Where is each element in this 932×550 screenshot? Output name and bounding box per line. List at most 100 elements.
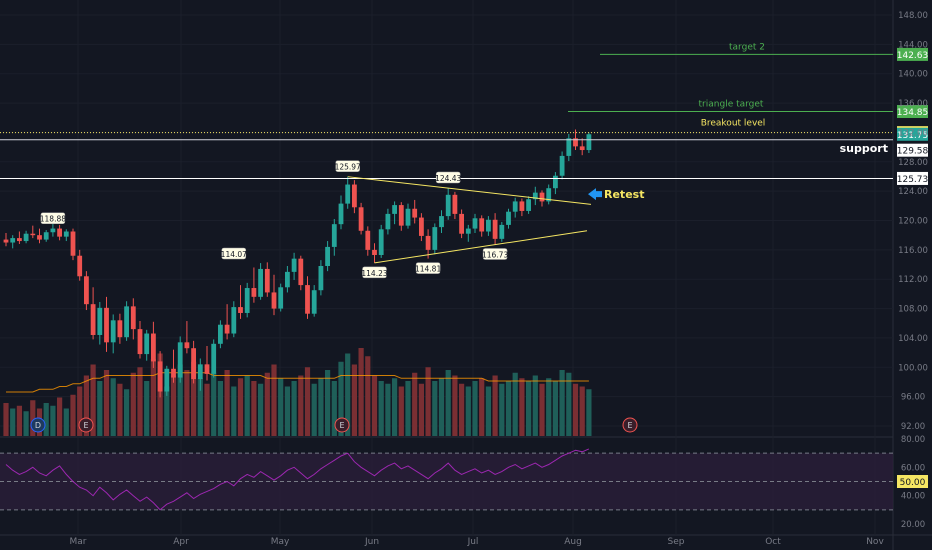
candle-body[interactable] [264, 268, 270, 293]
candle-body[interactable] [479, 218, 485, 232]
candle-body[interactable] [224, 324, 230, 334]
candle-body[interactable] [352, 184, 357, 208]
candle-body[interactable] [519, 201, 525, 211]
rsi-line[interactable] [5, 448, 590, 511]
candle-body[interactable] [345, 184, 351, 204]
candle-body[interactable] [137, 329, 143, 355]
candle-body[interactable] [291, 258, 297, 272]
candle-body[interactable] [398, 205, 404, 226]
candle-body[interactable] [405, 208, 411, 226]
candle-body[interactable] [419, 217, 424, 236]
descending-trendline[interactable] [347, 176, 592, 205]
candle-body[interactable] [164, 368, 170, 392]
candle-body[interactable] [271, 292, 277, 309]
candle-body[interactable] [197, 364, 203, 380]
price-axis[interactable]: 142.63134.85131.97131.75129.58125.73148.… [897, 11, 929, 530]
candle-body[interactable] [177, 342, 183, 378]
candle-body[interactable] [586, 134, 592, 151]
candle-body[interactable] [244, 288, 250, 313]
ascending-trendline[interactable] [374, 230, 588, 264]
candle-body[interactable] [338, 203, 344, 225]
candle-body[interactable] [3, 239, 9, 243]
candle-body[interactable] [17, 238, 22, 242]
candle-body[interactable] [218, 324, 223, 344]
price-candles[interactable] [3, 129, 592, 398]
candle-body[interactable] [130, 306, 136, 330]
time-axis[interactable]: Mar Apr May Jun Jul Aug Sep Oct Nov [70, 537, 885, 547]
candle-body[interactable] [573, 138, 578, 147]
candle-body[interactable] [298, 258, 304, 286]
candle-body[interactable] [211, 343, 217, 374]
candle-body[interactable] [84, 276, 89, 305]
candle-body[interactable] [425, 235, 431, 250]
candle-body[interactable] [526, 199, 531, 211]
candle-body[interactable] [325, 246, 330, 267]
candle-body[interactable] [559, 155, 565, 176]
candle-body[interactable] [378, 229, 384, 255]
candle-body[interactable] [539, 192, 545, 202]
earnings-marker-icon[interactable] [78, 417, 94, 433]
candle-body[interactable] [37, 235, 42, 240]
candle-body[interactable] [372, 249, 377, 255]
candle-body[interactable] [57, 228, 62, 237]
candle-body[interactable] [532, 192, 538, 200]
candle-body[interactable] [70, 231, 76, 256]
candle-body[interactable] [251, 288, 257, 297]
candle-body[interactable] [365, 230, 371, 250]
rsi-pane[interactable] [0, 448, 893, 511]
candle-body[interactable] [553, 175, 558, 189]
candle-body[interactable] [486, 219, 491, 232]
earnings-marker-icon[interactable] [334, 417, 350, 433]
candle-body[interactable] [439, 216, 444, 228]
candle-body[interactable] [579, 146, 585, 151]
candle-body[interactable] [331, 224, 337, 247]
candle-body[interactable] [432, 227, 438, 250]
candle-body[interactable] [97, 307, 103, 335]
candle-body[interactable] [492, 219, 498, 239]
candle-body[interactable] [472, 218, 478, 229]
candle-body[interactable] [258, 268, 263, 297]
candle-body[interactable] [238, 307, 243, 313]
candle-body[interactable] [285, 271, 290, 288]
dividend-marker-icon[interactable] [30, 417, 46, 433]
candle-body[interactable] [124, 306, 129, 338]
candle-body[interactable] [77, 255, 83, 277]
candle-body[interactable] [30, 233, 36, 236]
candle-body[interactable] [305, 285, 310, 314]
earnings-marker-icon[interactable] [622, 417, 638, 433]
candle-body[interactable] [231, 307, 237, 334]
candle-body[interactable] [318, 266, 324, 291]
candle-body[interactable] [445, 194, 451, 217]
candle-body[interactable] [459, 213, 464, 234]
candle-body[interactable] [184, 342, 190, 349]
candle-body[interactable] [43, 232, 49, 240]
candle-body[interactable] [104, 307, 109, 343]
candle-body[interactable] [23, 233, 29, 242]
candle-body[interactable] [358, 207, 364, 231]
candle-body[interactable] [278, 287, 284, 309]
candle-body[interactable] [512, 201, 518, 212]
candle-body[interactable] [151, 333, 156, 362]
candle-body[interactable] [90, 304, 96, 335]
candle-body[interactable] [157, 361, 163, 392]
candle-body[interactable] [385, 213, 391, 230]
candle-body[interactable] [499, 224, 505, 239]
candle-body[interactable] [311, 290, 317, 314]
candle-body[interactable] [171, 368, 176, 378]
candle-body[interactable] [110, 320, 116, 343]
candle-body[interactable] [50, 228, 56, 233]
triangle-trendlines[interactable] [347, 176, 592, 264]
candle-body[interactable] [392, 205, 397, 214]
candle-body[interactable] [452, 194, 458, 214]
candle-body[interactable] [204, 364, 210, 374]
candle-body[interactable] [566, 138, 572, 156]
candle-body[interactable] [546, 188, 552, 202]
candle-body[interactable] [191, 348, 196, 380]
candle-body[interactable] [144, 333, 150, 355]
candle-body[interactable] [506, 211, 511, 225]
candle-body[interactable] [412, 208, 418, 218]
candle-body[interactable] [465, 228, 471, 234]
candle-body[interactable] [63, 231, 69, 237]
